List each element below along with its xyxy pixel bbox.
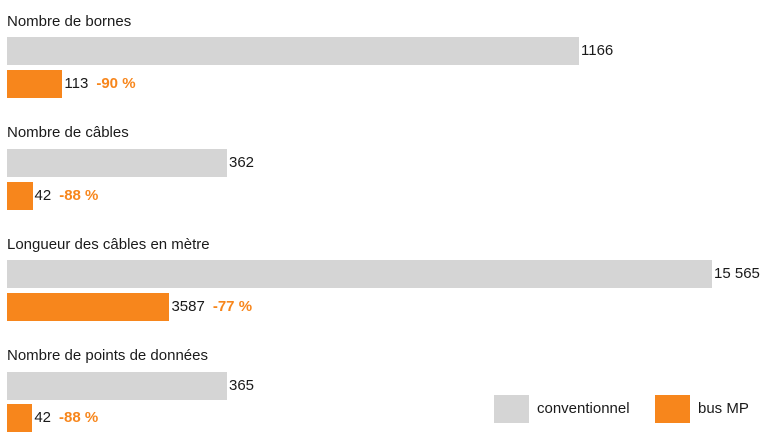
value-busmp-longueur: 3587 -77 %	[171, 298, 252, 316]
value-conventionnel-bornes: 1166	[581, 42, 613, 60]
group-title-points: Nombre de points de données	[7, 347, 208, 364]
value-text: 113	[64, 75, 89, 92]
bar-busmp-bornes	[7, 70, 63, 98]
legend-swatch-busmp	[655, 395, 690, 423]
legend-swatch-conventionnel	[494, 395, 529, 423]
value-text: 1166	[581, 42, 614, 59]
value-text: 42	[34, 409, 51, 426]
value-conventionnel-points: 365	[229, 377, 254, 395]
reduction-label-points: -88 %	[59, 409, 99, 426]
bar-busmp-longueur	[7, 293, 170, 321]
reduction-label-bornes: -90 %	[96, 75, 136, 92]
legend-label-conventionnel: conventionnel	[537, 400, 630, 417]
reduction-label-cables: -88 %	[59, 187, 99, 204]
value-text: 3587	[171, 298, 205, 315]
group-title-bornes: Nombre de bornes	[7, 13, 132, 30]
bar-conventionnel-points	[7, 372, 227, 400]
group-title-cables: Nombre de câbles	[7, 124, 129, 141]
value-busmp-cables: 42 -88 %	[35, 187, 99, 205]
bar-conventionnel-longueur	[7, 260, 712, 288]
value-text: 362	[229, 154, 255, 171]
bar-busmp-points	[7, 404, 33, 432]
reduction-label-longueur: -77 %	[212, 298, 253, 315]
legend-label-busmp: bus MP	[698, 400, 749, 417]
bar-busmp-cables	[7, 182, 33, 210]
value-conventionnel-longueur: 15 565	[714, 265, 760, 283]
value-busmp-points: 42 -88 %	[34, 409, 98, 427]
group-title-longueur: Longueur des câbles en mètre	[7, 236, 210, 253]
bar-conventionnel-bornes	[7, 37, 579, 65]
value-text: 42	[34, 187, 52, 204]
value-conventionnel-cables: 362	[229, 154, 254, 172]
value-busmp-bornes: 113 -90 %	[64, 75, 135, 93]
value-text: 15 565	[714, 265, 760, 282]
bar-conventionnel-cables	[7, 149, 227, 177]
value-text: 365	[229, 377, 255, 394]
